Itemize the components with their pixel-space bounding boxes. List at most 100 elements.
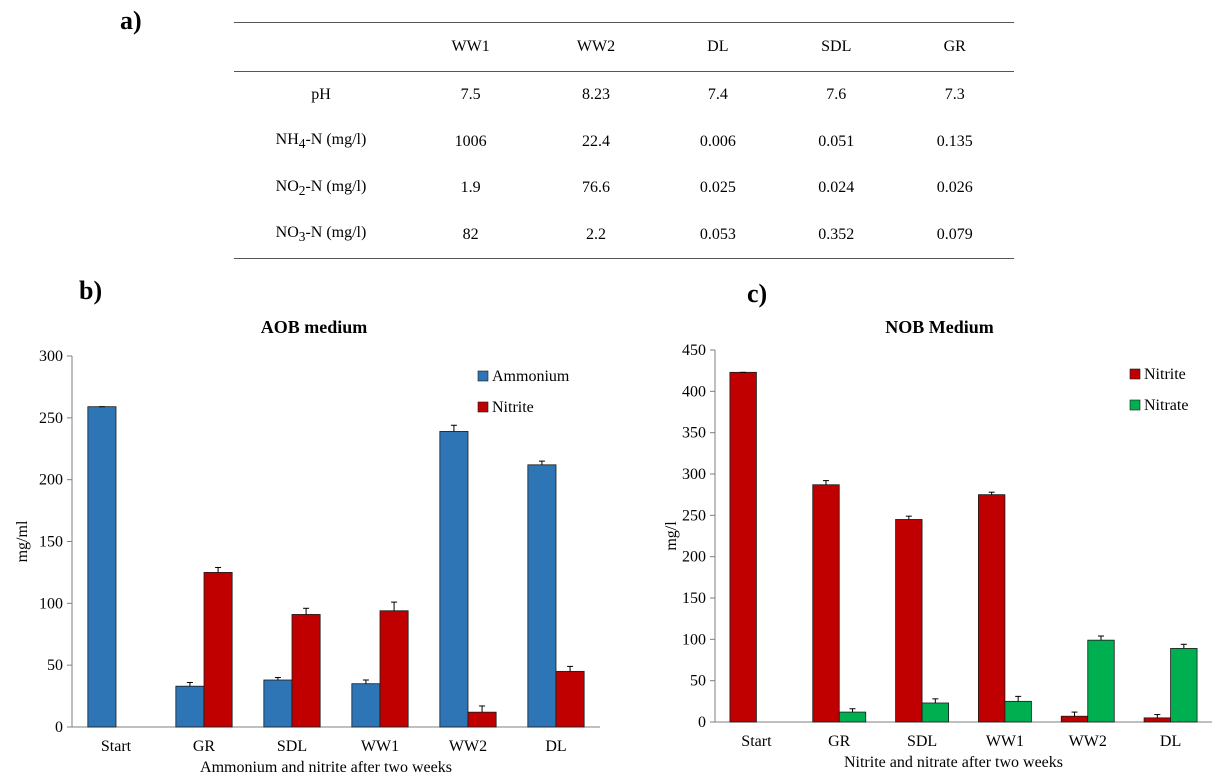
table-header-cell: WW1 [451, 38, 490, 55]
y-axis-label: mg/l [663, 521, 680, 551]
bar-nitrate [921, 702, 949, 723]
bar-nitrate [1004, 700, 1032, 723]
table-cell: 0.025 [699, 179, 736, 197]
y-tick-label: 250 [39, 410, 63, 427]
chart-title: NOB Medium [885, 317, 994, 337]
bar-nitrite [291, 614, 321, 728]
bar-nitrite [978, 494, 1006, 723]
y-tick-label: 100 [39, 595, 63, 612]
table-header-row: WW1 WW2 DL SDL GR [234, 22, 1014, 72]
table-header-cell: GR [943, 38, 966, 55]
x-tick-label: WW1 [361, 738, 399, 755]
table-header-cell: WW2 [576, 38, 616, 55]
x-tick-label: Start [101, 738, 132, 755]
bar-nitrite [203, 572, 233, 728]
y-tick-label: 350 [682, 425, 706, 442]
table-cell: 8.23 [581, 86, 610, 104]
table-cell: 76.6 [581, 179, 610, 197]
x-tick-label: SDL [907, 733, 937, 750]
table-cell: 0.352 [818, 225, 855, 243]
table-row: pH 7.5 8.23 7.4 7.6 7.3 [234, 72, 1014, 119]
table-header-cell: SDL [821, 38, 852, 55]
table-cell: 0.006 [699, 132, 736, 150]
table-cell: 0.026 [936, 179, 973, 197]
table-row: NH4-N (mg/l) 1006 22.4 0.006 0.051 0.135 [234, 119, 1014, 166]
legend-label: Nitrite [492, 399, 534, 416]
bar-ammonium [87, 406, 117, 728]
bar-nitrite [729, 371, 757, 723]
table-cell: 7.5 [460, 86, 481, 104]
y-tick-label: 150 [39, 534, 63, 551]
legend-swatch [1129, 368, 1141, 380]
table-cell: 22.4 [581, 132, 610, 150]
y-tick-label: 450 [682, 342, 706, 359]
table-cell: 0.135 [936, 132, 973, 150]
table-cell: 7.3 [944, 86, 965, 104]
bar-nitrite [812, 484, 840, 723]
bar-ammonium [439, 431, 469, 728]
x-tick-label: SDL [277, 738, 307, 755]
x-tick-label: DL [545, 738, 566, 755]
bar-nitrite [895, 519, 923, 723]
panel-label-a: a) [120, 6, 142, 35]
legend-swatch [1129, 399, 1141, 411]
bar-nitrate [1087, 639, 1115, 723]
y-tick-label: 200 [39, 472, 63, 489]
table-cell: 0.051 [818, 132, 855, 150]
bar-nitrite [379, 610, 409, 728]
table-header-cell: DL [707, 38, 729, 55]
y-tick-label: 250 [682, 507, 706, 524]
table-cell: 1.9 [460, 179, 481, 197]
y-tick-label: 50 [690, 673, 706, 690]
y-tick-label: 300 [682, 466, 706, 483]
legend-label: Nitrite [1144, 366, 1186, 383]
legend-label: Nitrate [1144, 397, 1188, 414]
legend-swatch [477, 370, 489, 382]
table-cell: 2.2 [585, 225, 606, 243]
x-axis-label: Ammonium and nitrite after two weeks [200, 759, 452, 776]
y-axis-label: mg/ml [14, 520, 31, 562]
table-cell: 7.6 [826, 86, 847, 104]
bar-ammonium [263, 679, 293, 728]
y-tick-label: 400 [682, 383, 706, 400]
y-tick-label: 150 [682, 590, 706, 607]
table-param-cell: NH4-N (mg/l) [275, 131, 367, 152]
x-tick-label: GR [828, 733, 851, 750]
table-cell: 1006 [454, 132, 487, 150]
x-tick-label: WW2 [449, 738, 487, 755]
table-cell: 0.053 [699, 225, 736, 243]
bar-nitrite [1060, 715, 1089, 723]
panel-label-c: c) [747, 279, 768, 308]
bar-nitrite [555, 670, 585, 728]
table-cell: 82 [462, 225, 479, 243]
panel-label-b: b) [79, 276, 103, 305]
water-parameters-table: WW1 WW2 DL SDL GR pH 7.5 8.23 7.4 7.6 7.… [234, 22, 1014, 259]
y-tick-label: 0 [55, 719, 63, 736]
y-tick-label: 0 [698, 714, 706, 731]
y-tick-label: 50 [47, 657, 63, 674]
table-row: NO2-N (mg/l) 1.9 76.6 0.025 0.024 0.026 [234, 165, 1014, 212]
chart-title: AOB medium [261, 317, 368, 337]
table-param-cell: NO2-N (mg/l) [275, 177, 367, 198]
x-tick-label: DL [1160, 733, 1181, 750]
bar-nitrate [1170, 648, 1198, 723]
x-tick-label: WW1 [986, 733, 1024, 750]
table-param-cell: NO3-N (mg/l) [275, 224, 367, 245]
legend-swatch [477, 401, 489, 413]
table-row: NO3-N (mg/l) 82 2.2 0.053 0.352 0.079 [234, 212, 1014, 259]
bar-nitrite [1143, 717, 1171, 723]
y-tick-label: 200 [682, 549, 706, 566]
y-tick-label: 100 [682, 631, 706, 648]
table-param-cell: pH [311, 86, 331, 104]
x-tick-label: WW2 [1069, 733, 1107, 750]
table-cell: 7.4 [707, 86, 728, 104]
bar-ammonium [527, 464, 557, 728]
table-cell: 0.079 [936, 225, 973, 243]
x-tick-label: Start [741, 733, 772, 750]
x-axis-label: Nitrite and nitrate after two weeks [844, 754, 1063, 771]
table-cell: 0.024 [818, 179, 855, 197]
x-tick-label: GR [193, 738, 216, 755]
legend-label: Ammonium [492, 368, 570, 385]
